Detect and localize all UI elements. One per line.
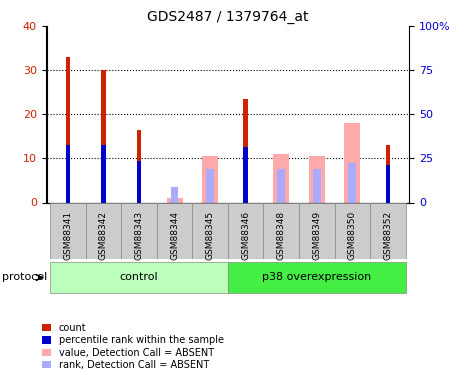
Bar	[86, 202, 121, 259]
Bar	[313, 170, 321, 202]
Text: GSM88341: GSM88341	[63, 211, 73, 260]
Bar	[263, 202, 299, 259]
Text: p38 overexpression: p38 overexpression	[262, 273, 372, 282]
Bar	[309, 156, 325, 203]
Bar	[101, 70, 106, 202]
Bar	[206, 170, 214, 202]
Bar	[243, 99, 248, 202]
Bar	[385, 145, 390, 202]
Text: GSM88350: GSM88350	[348, 211, 357, 260]
Text: GSM88342: GSM88342	[99, 211, 108, 260]
Bar	[202, 156, 218, 203]
Bar	[277, 170, 285, 202]
Text: GSM88352: GSM88352	[383, 211, 392, 260]
Bar	[193, 202, 228, 259]
Bar	[50, 262, 228, 292]
Bar	[344, 123, 360, 202]
Bar	[348, 163, 356, 202]
Text: GSM88348: GSM88348	[277, 211, 286, 260]
Bar	[228, 202, 263, 259]
Bar	[166, 198, 182, 202]
Bar	[299, 202, 334, 259]
Bar	[228, 262, 405, 292]
Text: protocol: protocol	[2, 273, 47, 282]
Bar	[334, 202, 370, 259]
Bar	[121, 202, 157, 259]
Bar	[137, 130, 141, 203]
Legend: count, percentile rank within the sample, value, Detection Call = ABSENT, rank, : count, percentile rank within the sample…	[42, 323, 224, 370]
Bar	[101, 145, 106, 202]
Bar	[370, 202, 405, 259]
Bar	[243, 147, 248, 202]
Bar	[66, 145, 70, 202]
Bar	[157, 202, 193, 259]
Text: GSM88344: GSM88344	[170, 211, 179, 260]
Bar	[66, 57, 70, 202]
Bar	[50, 202, 86, 259]
Bar	[385, 165, 390, 202]
Text: control: control	[120, 273, 158, 282]
Text: GSM88345: GSM88345	[206, 211, 214, 260]
Bar	[137, 160, 141, 202]
Title: GDS2487 / 1379764_at: GDS2487 / 1379764_at	[147, 10, 309, 24]
Text: GSM88346: GSM88346	[241, 211, 250, 260]
Text: GSM88349: GSM88349	[312, 211, 321, 260]
Text: GSM88343: GSM88343	[134, 211, 144, 260]
Bar	[171, 187, 179, 202]
Bar	[273, 154, 289, 203]
